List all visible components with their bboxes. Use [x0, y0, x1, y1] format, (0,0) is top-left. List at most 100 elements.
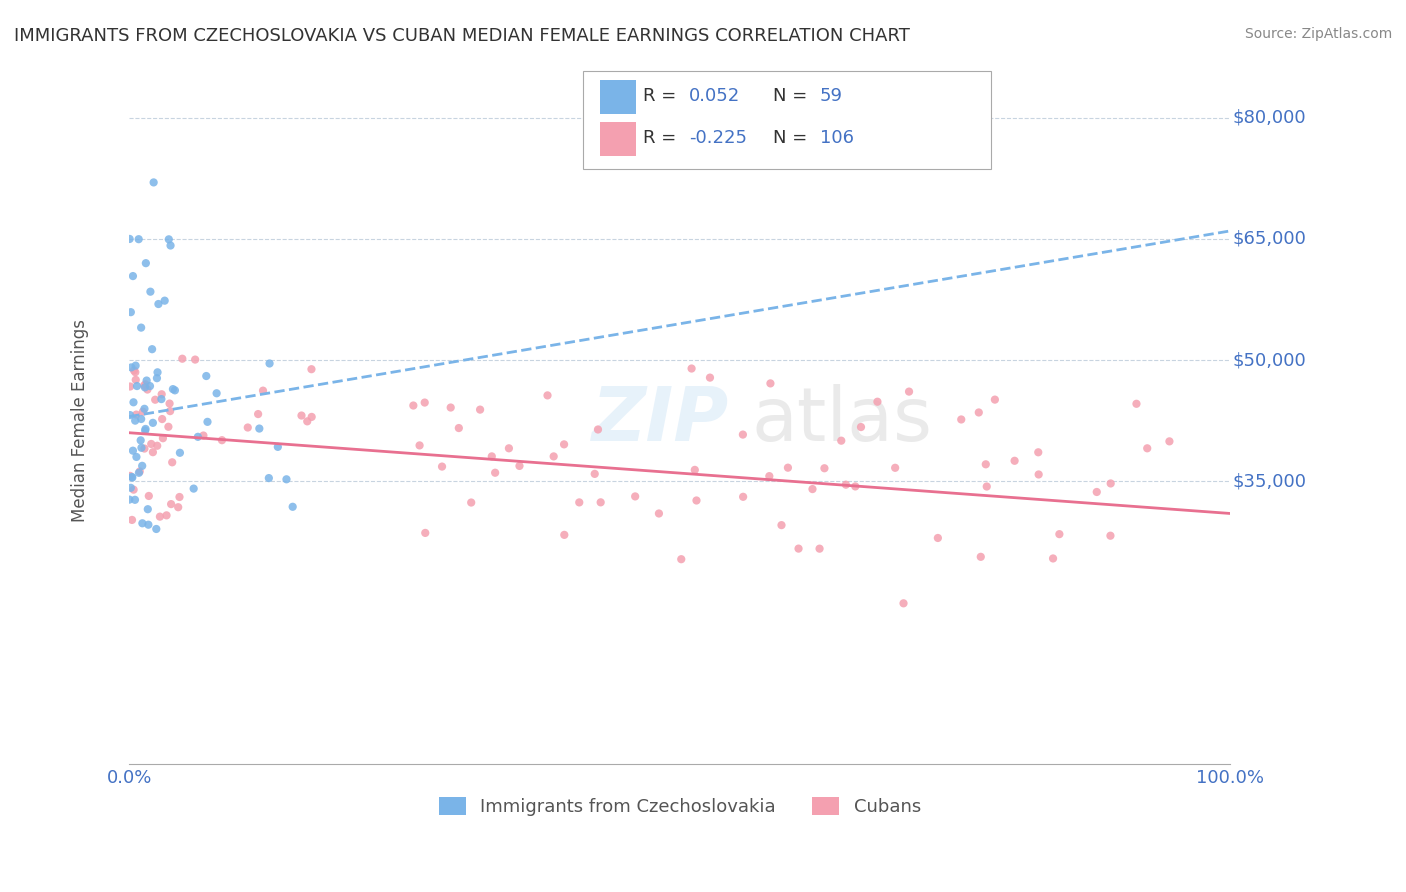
Point [884, 460, 907, 475]
Point [163, 384, 186, 398]
Point [205, 386, 228, 401]
Point [297, 414, 319, 428]
Point [1004, 454, 1026, 468]
Point [125, 373, 148, 387]
Point [142, 445, 165, 459]
Point [122, 483, 145, 497]
Point [129, 412, 152, 426]
Point [138, 517, 160, 532]
Point [120, 469, 142, 483]
Point [128, 465, 150, 479]
Point [124, 492, 146, 507]
Point [139, 379, 162, 393]
Point [169, 490, 191, 504]
Point [169, 446, 191, 460]
Point [136, 502, 159, 516]
Point [536, 388, 558, 402]
Point [167, 500, 190, 515]
Point [150, 412, 173, 426]
Point [257, 471, 280, 485]
Point [134, 378, 156, 392]
Point [131, 516, 153, 531]
Point [508, 458, 530, 473]
Point [122, 443, 145, 458]
Point [247, 407, 270, 421]
Point [770, 518, 793, 533]
Point [733, 490, 755, 504]
Point [145, 522, 167, 536]
Point [543, 450, 565, 464]
Point [808, 541, 831, 556]
Point [146, 439, 169, 453]
Point [648, 507, 671, 521]
Point [146, 371, 169, 385]
Point [183, 482, 205, 496]
Point [408, 438, 430, 452]
Point [129, 320, 152, 334]
Point [157, 232, 180, 246]
Point [259, 356, 281, 370]
Point [758, 469, 780, 483]
Text: $35,000: $35,000 [1233, 472, 1306, 491]
Text: 59: 59 [820, 87, 842, 105]
Point [984, 392, 1007, 407]
Point [141, 342, 163, 356]
Point [498, 442, 520, 456]
Point [967, 405, 990, 419]
Point [301, 362, 323, 376]
Point [211, 433, 233, 447]
Point [685, 493, 707, 508]
Text: $50,000: $50,000 [1233, 351, 1306, 369]
Point [589, 495, 612, 509]
Point [118, 492, 141, 507]
Point [1047, 527, 1070, 541]
Point [141, 437, 163, 451]
Text: -0.225: -0.225 [689, 129, 747, 147]
Point [583, 467, 606, 481]
Point [124, 414, 146, 428]
Point [683, 463, 706, 477]
Point [301, 409, 323, 424]
Point [281, 500, 304, 514]
Point [184, 352, 207, 367]
Point [1028, 467, 1050, 482]
Point [898, 384, 921, 399]
Point [159, 404, 181, 418]
Point [146, 365, 169, 379]
Point [950, 412, 973, 426]
Point [927, 531, 949, 545]
Point [1026, 445, 1049, 459]
Point [149, 509, 172, 524]
Point [849, 420, 872, 434]
Point [120, 360, 142, 375]
Point [402, 399, 425, 413]
Point [813, 461, 835, 475]
Point [125, 450, 148, 464]
Point [134, 377, 156, 392]
Point [447, 421, 470, 435]
Point [120, 305, 142, 319]
Point [1085, 485, 1108, 500]
Point [844, 479, 866, 493]
Point [1099, 476, 1122, 491]
Legend: Immigrants from Czechoslovakia, Cubans: Immigrants from Czechoslovakia, Cubans [432, 789, 928, 823]
Point [481, 450, 503, 464]
Point [866, 394, 889, 409]
Point [430, 459, 453, 474]
Point [413, 525, 436, 540]
Point [134, 380, 156, 394]
Text: N =: N = [773, 129, 813, 147]
Point [135, 422, 157, 436]
Point [553, 437, 575, 451]
Point [120, 408, 142, 422]
Text: $65,000: $65,000 [1233, 230, 1306, 248]
Point [162, 382, 184, 396]
Point [124, 359, 146, 373]
Point [252, 384, 274, 398]
Point [187, 430, 209, 444]
Point [122, 395, 145, 409]
Point [142, 416, 165, 430]
Text: R =: R = [643, 129, 682, 147]
Point [970, 549, 993, 564]
Text: 106: 106 [820, 129, 853, 147]
